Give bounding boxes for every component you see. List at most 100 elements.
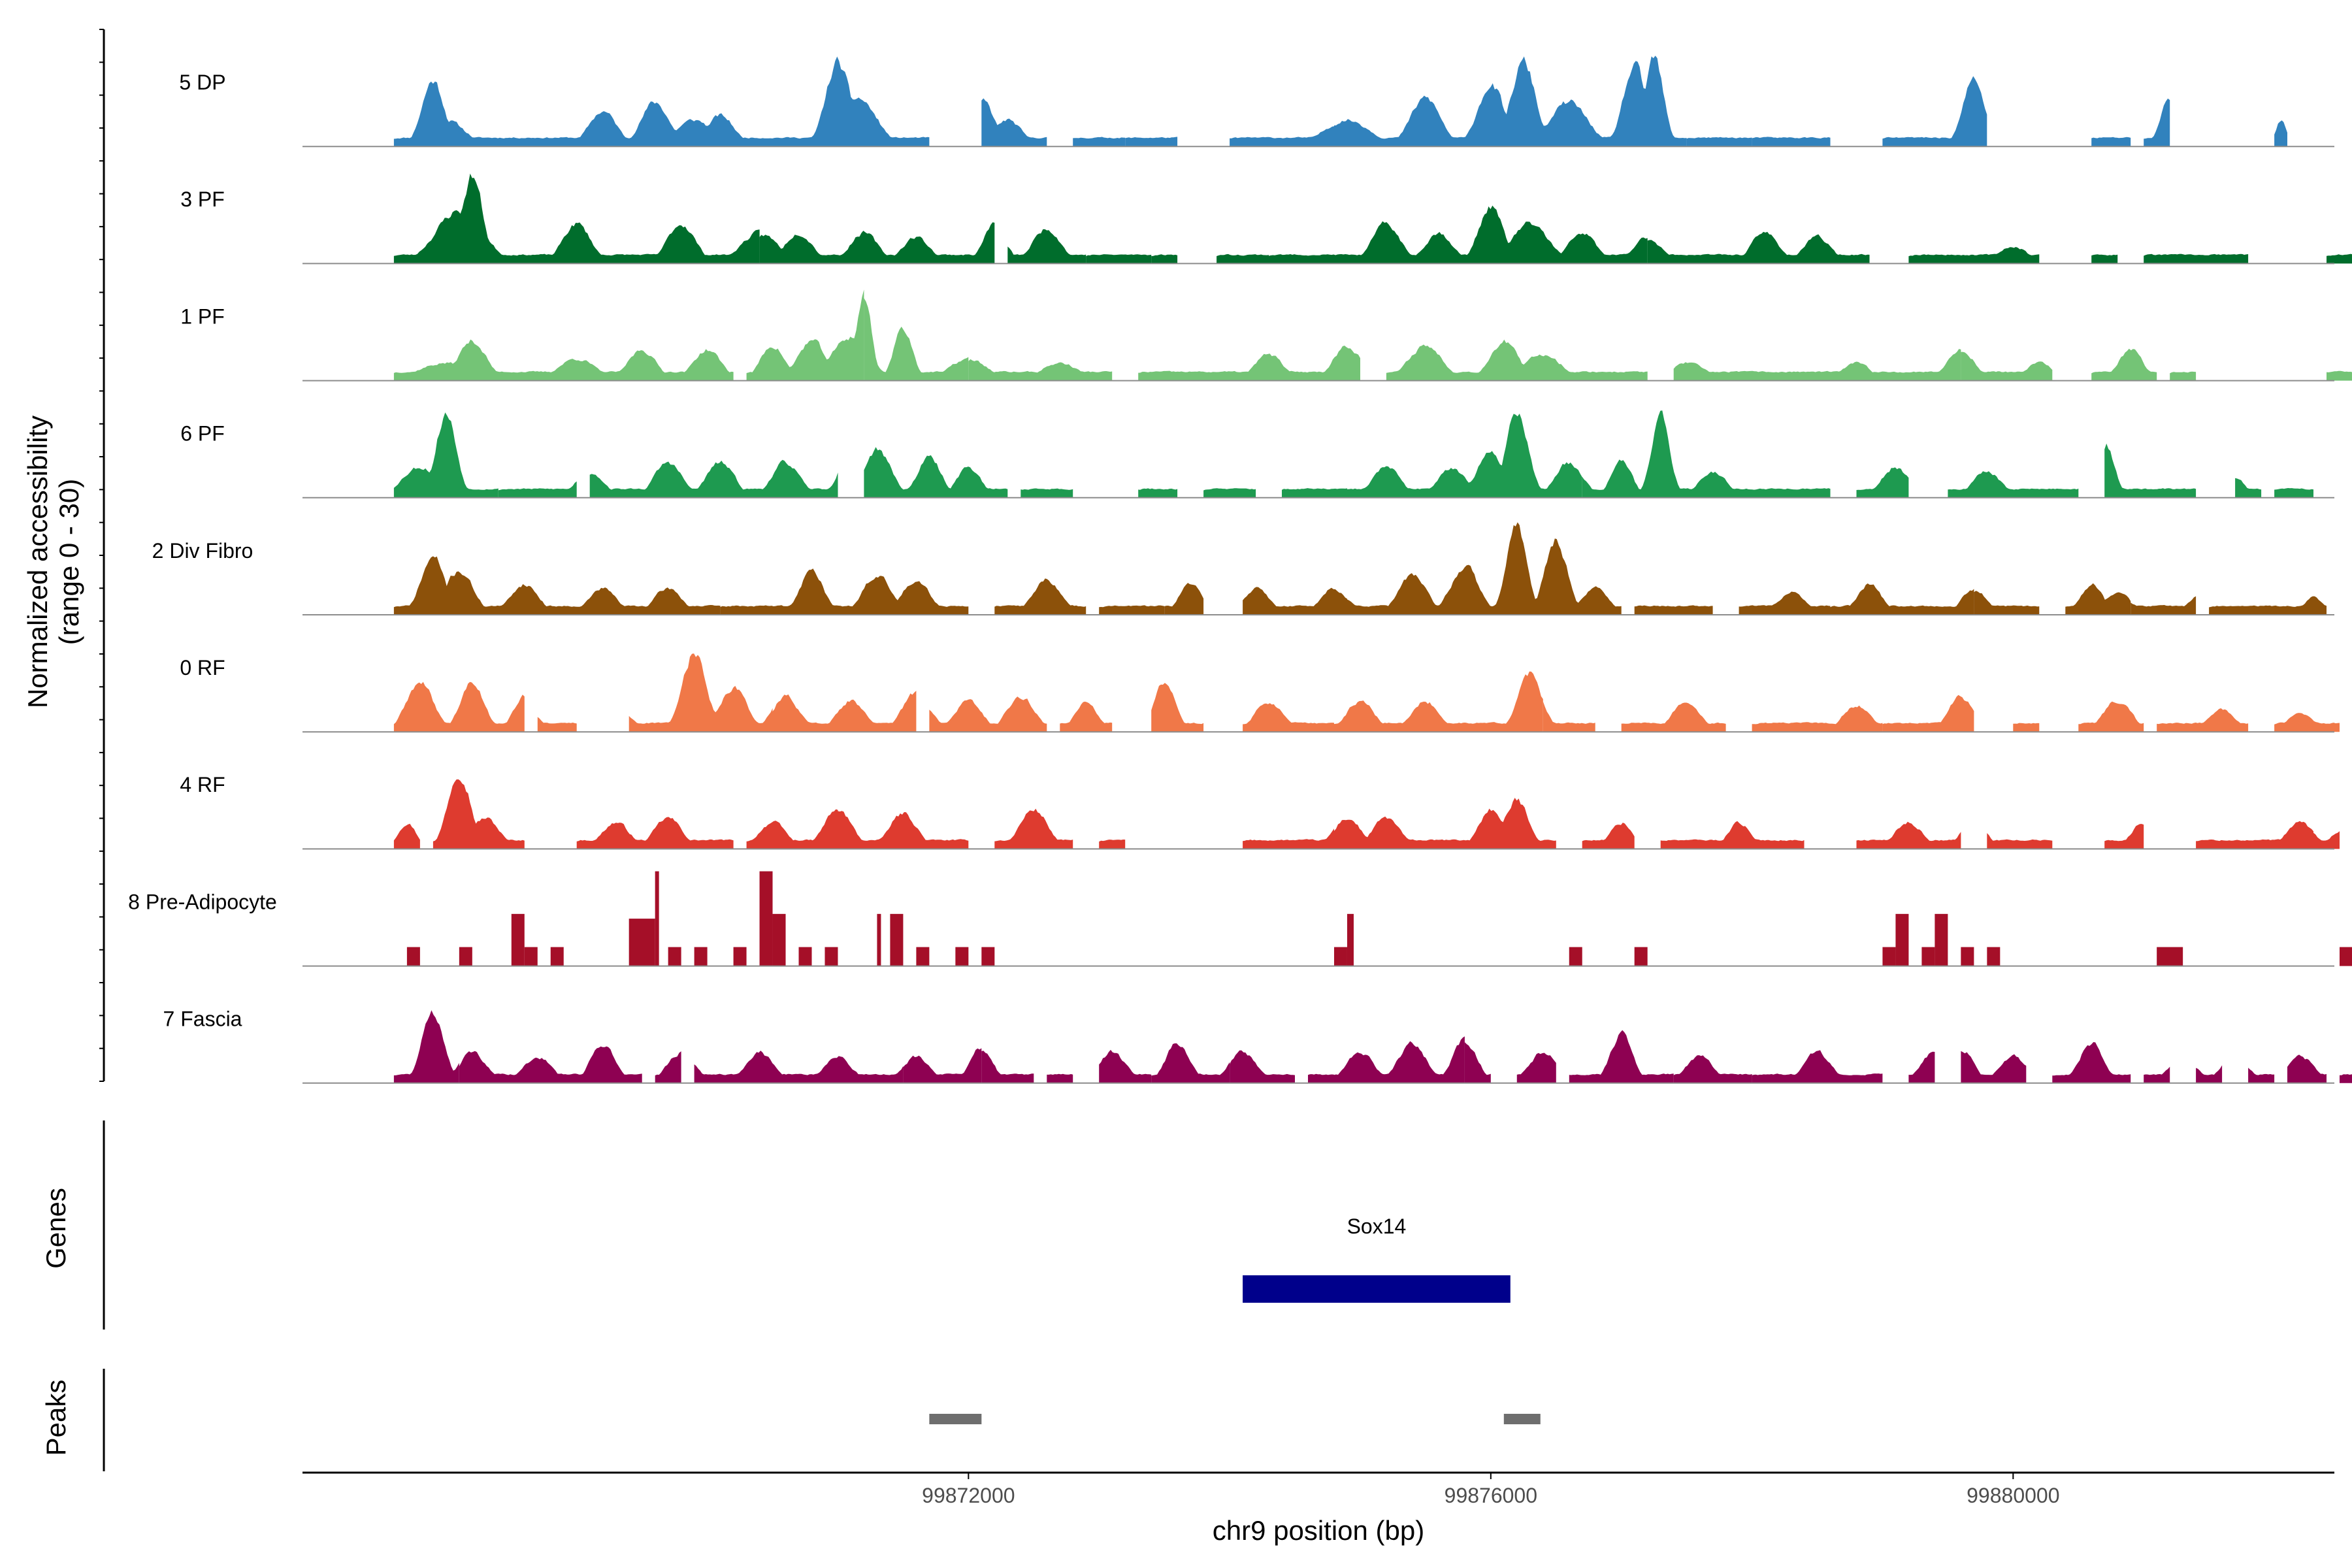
coverage-block <box>511 913 525 966</box>
coverage-area <box>1660 821 1805 849</box>
coverage-area <box>772 691 917 732</box>
coverage-area <box>2104 443 2197 498</box>
coverage-area <box>981 98 1047 147</box>
coverage-area <box>1230 1050 1295 1083</box>
coverage-area <box>994 808 1073 849</box>
track-label: 2 Div Fibro <box>152 539 253 563</box>
coverage-area <box>825 576 969 615</box>
gene-body <box>1243 1275 1511 1303</box>
coverage-area <box>1582 823 1635 849</box>
coverage-block <box>981 947 995 966</box>
coverage-area <box>1830 583 1974 615</box>
coverage-area <box>1634 605 1713 615</box>
coverage-area <box>433 779 525 849</box>
coverage-block <box>890 913 904 966</box>
coverage-area <box>393 56 930 147</box>
track-6-pf: 6 PF <box>180 410 2334 498</box>
coverage-area <box>1334 56 1687 147</box>
coverage-area <box>2196 821 2313 849</box>
coverage-area <box>393 1010 459 1083</box>
coverage-area <box>1217 253 1269 264</box>
coverage-area <box>1060 701 1113 732</box>
coverage-area <box>1151 1043 1230 1083</box>
coverage-area <box>2327 370 2352 381</box>
coverage-area <box>2327 253 2352 264</box>
coverage-area <box>1086 254 1152 264</box>
track-label: 3 PF <box>180 188 225 211</box>
coverage-area <box>1987 833 2053 849</box>
y-axis-title: Normalized accessibility <box>22 416 53 708</box>
coverage-area <box>393 173 760 264</box>
coverage-area <box>2104 824 2144 849</box>
coverage-area <box>1948 471 2079 498</box>
coverage-area <box>459 1046 642 1083</box>
coverage-area <box>1778 349 1961 381</box>
coverage-area <box>2209 596 2327 615</box>
genes-panel: Genes Sox14 <box>41 1120 1511 1330</box>
coverage-area <box>1739 591 1831 615</box>
coverage-block <box>655 871 659 966</box>
coverage-tracks: 5 DP 3 PF 1 PF 6 PF 2 Div Fibro 0 RF 4 RF 8 Pre… <box>128 56 2352 1084</box>
coverage-block <box>955 947 969 966</box>
coverage-area <box>2287 1054 2327 1083</box>
coverage-area <box>2052 1042 2131 1083</box>
track-label: 8 Pre-Adipocyte <box>128 890 277 913</box>
coverage-area <box>1308 1073 1334 1083</box>
coverage-area <box>498 481 577 498</box>
coverage-block <box>825 947 838 966</box>
coverage-area <box>1961 351 2053 381</box>
track-8-pre-adipocyte: 8 Pre-Adipocyte <box>128 871 2352 967</box>
coverage-block <box>1882 947 1896 966</box>
coverage-area <box>2274 120 2287 147</box>
track-7-fascia: 7 Fascia <box>163 1007 2352 1084</box>
coverage-area <box>2144 98 2170 147</box>
coverage-block <box>459 947 472 966</box>
coverage-block <box>733 947 747 966</box>
y-axis-subtitle: (range 0 - 30) <box>54 479 84 645</box>
coverage-area <box>1569 1030 1674 1083</box>
coverage-block <box>406 947 420 966</box>
coverage-area <box>393 681 525 732</box>
track-label: 7 Fascia <box>163 1007 242 1031</box>
coverage-area <box>2235 478 2262 498</box>
track-1-pf: 1 PF <box>180 289 2352 382</box>
coverage-area <box>1386 339 1648 381</box>
coverage-area <box>1073 137 1126 147</box>
gene-name: Sox14 <box>1347 1215 1407 1238</box>
peak-region <box>929 1414 982 1424</box>
coverage-area <box>1882 694 1974 732</box>
coverage-area <box>2131 596 2197 615</box>
x-axis-title: chr9 position (bp) <box>1213 1515 1425 1546</box>
x-axis-ticks: 99872000 99876000 99880000 <box>922 1473 2060 1507</box>
coverage-area <box>2248 1068 2275 1083</box>
peak-regions <box>929 1414 1541 1424</box>
coverage-area <box>2274 488 2313 498</box>
coverage-block <box>877 913 881 966</box>
coverage-area <box>1752 137 1831 147</box>
coverage-block <box>1895 913 1909 966</box>
coverage-area <box>2340 1074 2352 1083</box>
coverage-area <box>1543 701 1595 732</box>
coverage-area <box>1099 840 1126 849</box>
coverage-area <box>1243 828 1334 849</box>
coverage-area <box>393 556 721 615</box>
coverage-area <box>1334 671 1543 732</box>
coverage-area <box>759 222 995 264</box>
coverage-area <box>1021 488 1073 498</box>
coverage-area <box>589 461 773 498</box>
coverage-block <box>668 947 681 966</box>
peak-region <box>1503 1414 1541 1424</box>
coverage-area <box>2144 1066 2170 1083</box>
coverage-area <box>772 459 838 498</box>
coverage-area <box>1856 821 1961 849</box>
coverage-area <box>1047 1073 1073 1083</box>
coverage-area <box>1138 346 1360 381</box>
coverage-block <box>798 947 812 966</box>
track-label: 1 PF <box>180 304 225 328</box>
coverage-block <box>1987 947 2001 966</box>
coverage-area <box>1164 583 1204 615</box>
coverage-block <box>1347 913 1354 966</box>
track-0-rf: 0 RF <box>180 653 2340 733</box>
coverage-area <box>1752 705 1883 732</box>
track-label: 0 RF <box>180 656 225 679</box>
